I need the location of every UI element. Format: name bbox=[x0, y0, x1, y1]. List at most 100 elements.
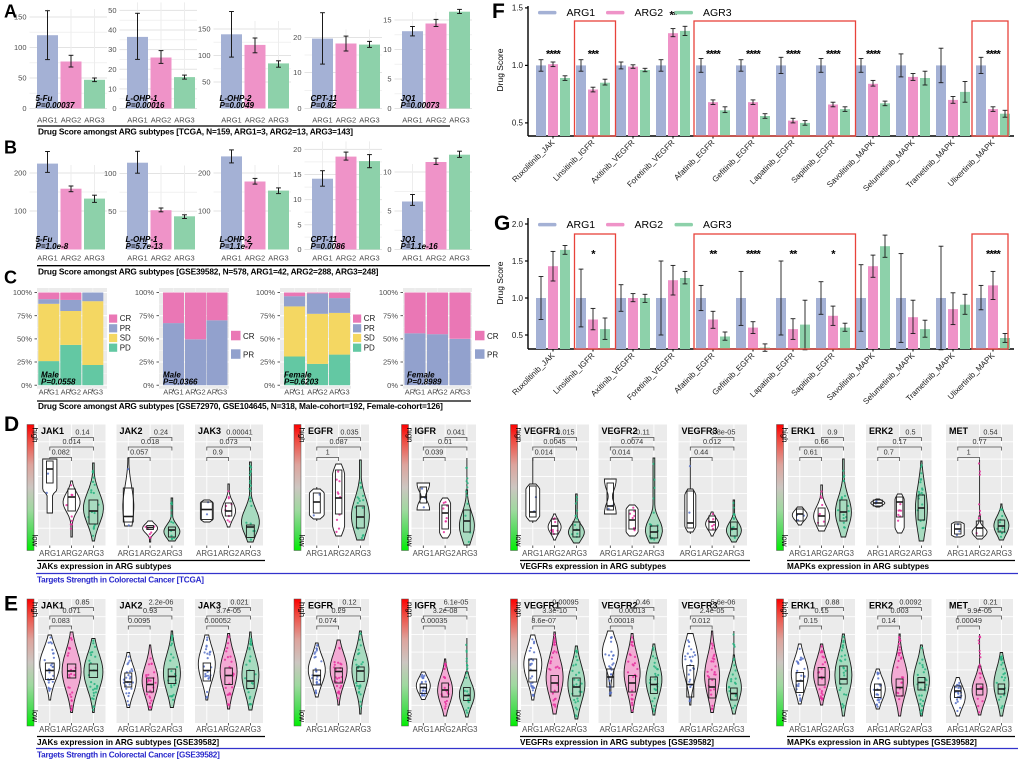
svg-text:ARG1: ARG1 bbox=[39, 549, 60, 558]
svg-text:ARG2: ARG2 bbox=[635, 219, 664, 231]
svg-text:L-OHP-2: L-OHP-2 bbox=[220, 235, 253, 244]
svg-text:ARG2: ARG2 bbox=[621, 549, 642, 558]
svg-text:0.0092: 0.0092 bbox=[899, 598, 921, 607]
svg-text:JAK3: JAK3 bbox=[198, 426, 221, 436]
svg-text:ERK1: ERK1 bbox=[791, 601, 815, 611]
svg-text:ARG2: ARG2 bbox=[307, 388, 327, 397]
svg-text:JAKs expression in ARG subtype: JAKs expression in ARG subtypes bbox=[37, 562, 172, 571]
svg-text:****: **** bbox=[986, 49, 1001, 61]
svg-text:ARG3: ARG3 bbox=[456, 725, 477, 734]
svg-text:0.057: 0.057 bbox=[130, 448, 148, 457]
svg-text:ARG2: ARG2 bbox=[139, 725, 160, 734]
svg-text:ARG3: ARG3 bbox=[84, 116, 104, 125]
svg-text:ARG1: ARG1 bbox=[221, 254, 241, 263]
svg-text:VEGFR2: VEGFR2 bbox=[602, 426, 638, 436]
svg-text:0.039: 0.039 bbox=[425, 448, 443, 457]
svg-text:ARG2: ARG2 bbox=[218, 725, 239, 734]
svg-text:ARG1: ARG1 bbox=[196, 549, 217, 558]
svg-text:*: * bbox=[831, 249, 836, 261]
svg-text:0.12: 0.12 bbox=[342, 598, 356, 607]
svg-text:Drug Score: Drug Score bbox=[495, 261, 505, 304]
svg-text:ARG3: ARG3 bbox=[240, 549, 261, 558]
svg-text:PR: PR bbox=[364, 324, 375, 333]
svg-text:10: 10 bbox=[383, 168, 391, 177]
svg-text:ARG2: ARG2 bbox=[61, 549, 82, 558]
svg-text:Female: Female bbox=[284, 371, 312, 380]
svg-text:VEGFR3: VEGFR3 bbox=[682, 426, 718, 436]
svg-text:JAK1: JAK1 bbox=[41, 601, 64, 611]
svg-text:25%: 25% bbox=[260, 358, 275, 367]
svg-text:low: low bbox=[298, 710, 307, 722]
svg-text:25%: 25% bbox=[139, 358, 154, 367]
svg-text:0.014: 0.014 bbox=[612, 448, 630, 457]
svg-text:ARG1: ARG1 bbox=[867, 549, 888, 558]
svg-text:ARG2: ARG2 bbox=[889, 549, 910, 558]
svg-text:0.014: 0.014 bbox=[62, 437, 80, 446]
svg-text:D: D bbox=[4, 413, 19, 436]
svg-text:0.0074: 0.0074 bbox=[621, 437, 643, 446]
svg-text:MAPKs expression in ARG subtyp: MAPKs expression in ARG subtypes [GSE395… bbox=[787, 738, 977, 747]
svg-text:0.15: 0.15 bbox=[804, 616, 818, 625]
svg-text:L-OHP-2: L-OHP-2 bbox=[220, 94, 253, 103]
svg-text:50: 50 bbox=[18, 74, 26, 83]
svg-text:0.087: 0.087 bbox=[329, 437, 347, 446]
svg-text:ARG2: ARG2 bbox=[151, 116, 171, 125]
svg-text:ARG3: ARG3 bbox=[161, 725, 182, 734]
svg-text:150: 150 bbox=[14, 13, 27, 22]
svg-text:0%: 0% bbox=[21, 381, 32, 390]
svg-text:P=1.1e-7: P=1.1e-7 bbox=[220, 242, 253, 251]
svg-text:ARG3: ARG3 bbox=[350, 549, 371, 558]
svg-text:0: 0 bbox=[22, 104, 26, 113]
svg-text:0.44: 0.44 bbox=[694, 448, 708, 457]
svg-text:ARG2: ARG2 bbox=[245, 254, 265, 263]
svg-text:ERK1: ERK1 bbox=[791, 426, 815, 436]
svg-text:B: B bbox=[4, 138, 17, 158]
svg-text:ARG3: ARG3 bbox=[329, 388, 349, 397]
svg-text:JAK2: JAK2 bbox=[120, 601, 143, 611]
svg-text:ARG1: ARG1 bbox=[680, 549, 701, 558]
svg-text:50: 50 bbox=[202, 78, 210, 87]
svg-text:P=0.00037: P=0.00037 bbox=[36, 101, 75, 110]
svg-text:*: * bbox=[591, 249, 596, 261]
svg-text:****: **** bbox=[986, 249, 1001, 261]
svg-text:PD: PD bbox=[120, 343, 131, 352]
svg-text:ARG1: ARG1 bbox=[39, 725, 60, 734]
svg-text:5: 5 bbox=[387, 75, 391, 84]
svg-text:ARG2: ARG2 bbox=[426, 254, 446, 263]
svg-text:CR: CR bbox=[120, 314, 132, 323]
svg-text:P=0.6203: P=0.6203 bbox=[284, 378, 319, 387]
svg-text:15: 15 bbox=[293, 170, 301, 179]
svg-text:IGFR: IGFR bbox=[415, 426, 437, 436]
svg-text:0.015: 0.015 bbox=[556, 428, 574, 437]
svg-text:ARG2: ARG2 bbox=[701, 725, 722, 734]
svg-text:MET: MET bbox=[949, 601, 969, 611]
svg-text:Targets Strength in Colorectal: Targets Strength in Colorectal Cancer [T… bbox=[37, 576, 204, 585]
svg-text:0.0045: 0.0045 bbox=[543, 437, 565, 446]
svg-text:0.9: 0.9 bbox=[827, 428, 837, 437]
svg-text:ARG2: ARG2 bbox=[426, 116, 446, 125]
svg-text:0.012: 0.012 bbox=[692, 616, 710, 625]
svg-text:AGR3: AGR3 bbox=[703, 219, 732, 231]
svg-text:ARG1: ARG1 bbox=[312, 116, 332, 125]
svg-text:**: ** bbox=[710, 249, 718, 261]
svg-text:ARG1: ARG1 bbox=[221, 116, 241, 125]
svg-text:low: low bbox=[31, 535, 40, 547]
svg-text:ARG1: ARG1 bbox=[405, 388, 425, 397]
svg-text:L-OHP-1: L-OHP-1 bbox=[126, 94, 159, 103]
svg-text:0.018: 0.018 bbox=[141, 437, 159, 446]
svg-text:0.24: 0.24 bbox=[154, 428, 168, 437]
svg-text:low: low bbox=[405, 710, 414, 722]
svg-text:Drug Score amongst ARG subtype: Drug Score amongst ARG subtypes [TCGA, N… bbox=[38, 127, 353, 137]
svg-text:Male: Male bbox=[163, 371, 181, 380]
svg-text:CPT-11: CPT-11 bbox=[311, 235, 338, 244]
svg-text:0.11: 0.11 bbox=[636, 428, 650, 437]
svg-text:ARG1: ARG1 bbox=[567, 219, 596, 231]
svg-text:0.14: 0.14 bbox=[882, 616, 896, 625]
svg-text:P=5.7e-13: P=5.7e-13 bbox=[126, 242, 164, 251]
svg-text:ARG1: ARG1 bbox=[37, 254, 57, 263]
svg-text:ARG1: ARG1 bbox=[37, 116, 57, 125]
svg-text:75%: 75% bbox=[139, 311, 154, 320]
svg-text:P=0.0366: P=0.0366 bbox=[163, 378, 198, 387]
svg-text:ARG3: ARG3 bbox=[566, 549, 587, 558]
svg-text:ARG2: ARG2 bbox=[61, 116, 81, 125]
